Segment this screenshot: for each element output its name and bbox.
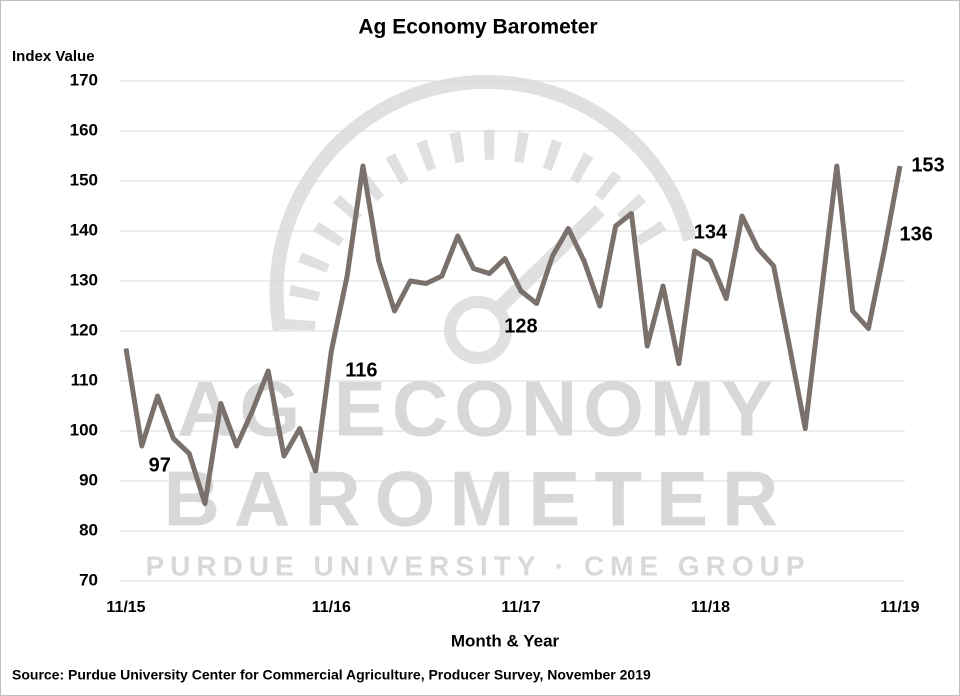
data-label: 128 [504, 315, 537, 337]
y-tick-label: 140 [70, 220, 98, 239]
x-tick-label: 11/16 [312, 599, 351, 616]
y-tick-label: 100 [70, 420, 98, 439]
y-tick-label: 110 [71, 370, 98, 389]
x-tick-label: 11/18 [691, 599, 730, 616]
x-tick-label: 11/17 [501, 599, 540, 616]
y-tick-label: 120 [70, 320, 98, 339]
source-note: Source: Purdue University Center for Com… [12, 667, 651, 683]
x-axis-label: Month & Year [451, 631, 560, 650]
y-axis-label: Index Value [12, 48, 95, 65]
data-label: 116 [345, 359, 377, 381]
x-tick-label: 11/19 [880, 599, 919, 616]
data-line [123, 163, 903, 506]
data-label: 97 [149, 454, 171, 476]
chart-title: Ag Economy Barometer [358, 16, 597, 39]
data-label: 134 [694, 221, 728, 243]
y-tick-label: 80 [79, 520, 98, 539]
data-label: 136 [900, 223, 933, 245]
y-tick-label: 90 [79, 470, 98, 489]
y-tick-label: 160 [70, 120, 98, 139]
watermark-text: PURDUE UNIVERSITY · CME GROUP [145, 550, 810, 581]
y-tick-label: 70 [79, 570, 98, 589]
y-tick-label: 130 [70, 270, 98, 289]
x-tick-label: 11/15 [106, 599, 145, 616]
y-tick-label: 170 [70, 70, 98, 89]
y-tick-label: 150 [70, 170, 98, 189]
data-label: 153 [911, 154, 944, 176]
watermark-text: BAROMETER [164, 455, 793, 543]
